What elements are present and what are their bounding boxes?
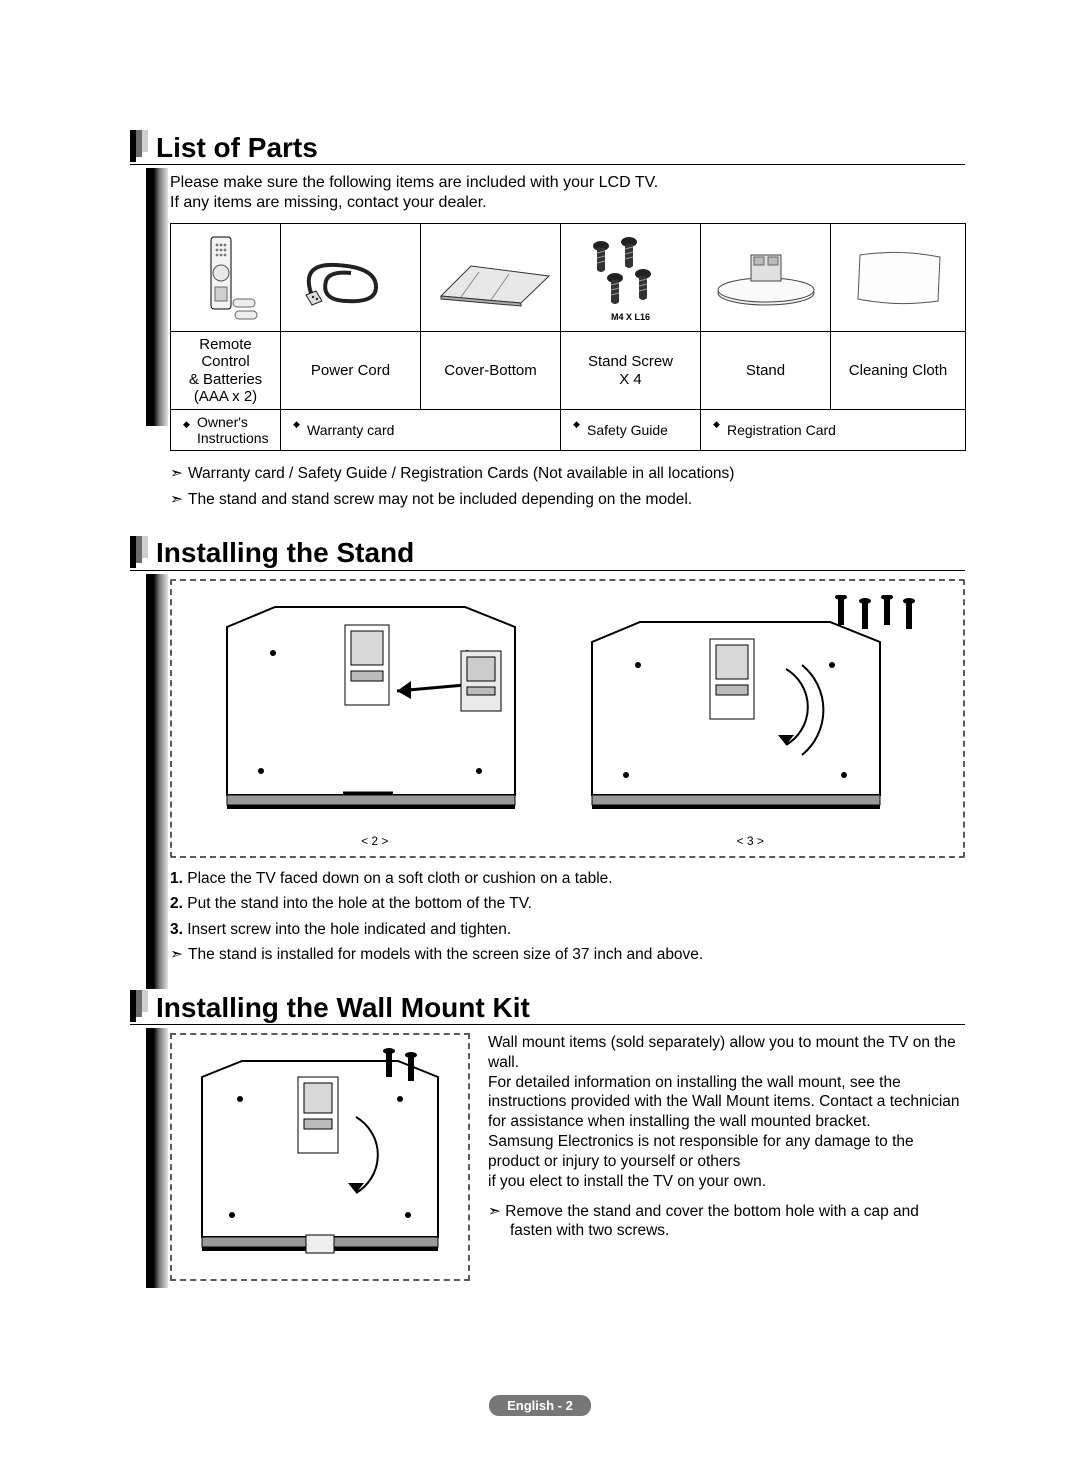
step-text: Place the TV faced down on a soft cloth … [187,870,612,887]
tv-back-attach-icon [215,595,535,825]
left-gradient-bar [146,574,168,989]
note-arrow-icon: ➣ [170,461,188,487]
power-cord-icon [291,243,411,313]
wall-p3: Samsung Electronics is not responsible f… [488,1132,965,1172]
wall-p1: Wall mount items (sold separately) allow… [488,1033,965,1073]
part-label: Stand [701,332,831,410]
cover-bottom-icon [431,248,551,308]
label-text: Cover-Bottom [444,362,537,379]
doc-item: Registration Card [701,410,966,451]
wall-text: Wall mount items (sold separately) allow… [488,1033,965,1281]
wall-note: Remove the stand and cover the bottom ho… [505,1203,919,1240]
heading-bars [130,990,148,1022]
note-arrow-icon: ➣ [170,487,188,513]
heading-bars [130,536,148,568]
stand-fig-2: < 2 > [215,595,535,848]
label-text: Stand [746,362,785,379]
tv-wall-mount-icon [190,1047,450,1267]
fig-caption: < 3 > [580,834,920,848]
section-wall-mount: Installing the Wall Mount Kit [130,990,965,1281]
intro-text: Please make sure the following items are… [170,173,965,213]
stand-fig-3: < 3 > [580,595,920,848]
wall-p4: if you elect to install the TV on your o… [488,1172,965,1192]
stand-figure-box: < 2 > [170,579,965,858]
intro-line-2: If any items are missing, contact your d… [170,194,487,211]
screw-note: M4 X L16 [563,312,698,322]
section-rule [130,1024,965,1025]
part-img-remote [171,224,281,332]
fig-caption: < 2 > [215,834,535,848]
note-text: The stand is installed for models with t… [188,946,703,963]
part-img-cloth [831,224,966,332]
label-text: Power Cord [311,362,390,379]
part-label: Power Cord [281,332,421,410]
left-gradient-bar [146,168,168,426]
intro-line-1: Please make sure the following items are… [170,174,658,191]
doc-item: Owner's Instructions [171,410,281,451]
section-rule [130,164,965,165]
section-title: List of Parts [156,133,318,162]
tv-back-screws-icon [580,595,920,825]
step-text: Insert screw into the hole indicated and… [187,921,511,938]
part-label: Cover-Bottom [421,332,561,410]
part-img-screws: M4 X L16 [561,224,701,332]
label-text: Cleaning Cloth [849,362,947,379]
part-label: Cleaning Cloth [831,332,966,410]
heading-bars [130,130,148,162]
part-img-powercord [281,224,421,332]
stand-steps: 1. Place the TV faced down on a soft clo… [170,866,965,968]
label-text: Remote Control& Batteries(AAA x 2) [189,336,262,405]
parts-notes: ➣Warranty card / Safety Guide / Registra… [170,461,965,514]
parts-table: M4 X L16 Remote Control& Batteries(AAA x… [170,223,966,451]
bar-seg-3 [142,130,148,152]
page-number-pill: English - 2 [489,1395,591,1416]
note-text: Warranty card / Safety Guide / Registrat… [188,465,734,482]
note-text: The stand and stand screw may not be inc… [188,491,692,508]
part-img-stand [701,224,831,332]
note-arrow-icon: ➣ [488,1203,505,1220]
section-title: Installing the Stand [156,538,414,567]
left-gradient-bar [146,1028,168,1288]
step-text: Put the stand into the hole at the botto… [187,895,532,912]
section-title: Installing the Wall Mount Kit [156,993,530,1022]
part-img-coverbottom [421,224,561,332]
page-footer: English - 2 [0,1395,1080,1416]
part-label: Remote Control& Batteries(AAA x 2) [171,332,281,410]
screws-icon [581,234,681,310]
section-installing-stand: Installing the Stand [130,536,965,968]
doc-item: Warranty card [281,410,561,451]
wall-figure-box [170,1033,470,1281]
section-rule [130,570,965,571]
doc-item: Safety Guide [561,410,701,451]
stand-icon [711,245,821,311]
remote-icon [191,233,261,323]
section-list-of-parts: List of Parts Please make sure the follo… [130,130,965,514]
part-label: Stand ScrewX 4 [561,332,701,410]
cloth-icon [848,243,948,313]
label-text: Stand ScrewX 4 [588,353,673,387]
note-arrow-icon: ➣ [170,942,188,968]
wall-p2: For detailed information on installing t… [488,1073,965,1132]
